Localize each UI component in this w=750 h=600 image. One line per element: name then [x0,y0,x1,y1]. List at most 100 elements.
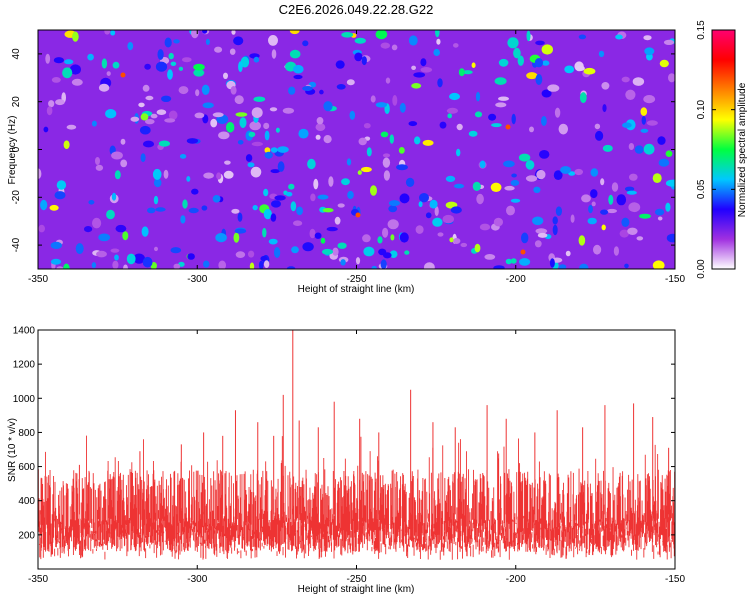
heatmap-cell [194,112,205,119]
heatmap-cell [643,143,655,155]
heatmap-cell [472,181,481,191]
heatmap-cell [380,259,387,269]
y-tick-label: 40 [11,48,22,60]
heatmap-cell [182,57,192,63]
heatmap-cell [240,56,250,68]
heatmap-cell [658,158,670,167]
heatmap-cell [361,56,367,66]
heatmap-cell [539,150,550,159]
heatmap-cell [321,248,334,255]
heatmap-cell [360,166,372,173]
heatmap-cell [665,179,675,187]
heatmap-cell [525,160,535,170]
heatmap-cell [491,123,502,128]
heatmap-cell [453,183,465,189]
heatmap-cell [640,128,649,133]
heatmap-cell [616,194,627,206]
heatmap-cell [285,191,293,197]
heatmap-cell [518,153,531,162]
heatmap-cell [627,227,638,235]
heatmap-cell [535,228,548,234]
heatmap-cell [579,263,589,269]
spectrogram-x-label: Height of straight line (km) [298,284,415,295]
heatmap-cell [382,157,391,168]
heatmap-cell [541,116,547,126]
heatmap-cell [388,205,398,213]
heatmap-cell [293,74,303,80]
heatmap-cell [323,101,333,112]
heatmap-cell [511,113,516,125]
heatmap-cell [253,96,266,102]
heatmap-cell [249,121,261,131]
heatmap-cell [195,89,200,97]
heatmap-cell [307,158,316,170]
heatmap-cell [270,213,277,222]
heatmap-cell [542,60,550,66]
heatmap-cell [375,102,388,108]
heatmap-cell [216,172,222,180]
heatmap-cell [341,32,354,38]
heatmap-cell [173,39,180,44]
heatmap-cell [377,236,383,244]
heatmap-cell [419,193,429,203]
heatmap-cell [615,34,623,40]
heatmap-cell [271,200,281,208]
heatmap-cell [601,82,610,90]
heatmap-cell [95,164,104,171]
heatmap-cell [526,30,531,42]
colorbar-tick-label: 0.05 [696,179,707,199]
heatmap-cell [644,47,655,56]
heatmap-cell [224,160,231,165]
y-tick-label: 600 [18,462,35,473]
heatmap-cell [354,37,366,44]
heatmap-cell [290,201,297,212]
heatmap-cell [621,76,630,83]
heatmap-cell [153,195,159,205]
heatmap-cell [282,107,295,114]
heatmap-cell [253,56,260,63]
heatmap-cell [643,35,652,41]
heatmap-cell [133,253,146,264]
heatmap-cell [506,205,515,216]
heatmap-cell [69,64,81,75]
heatmap-cell [289,49,301,59]
heatmap-cell [202,102,214,109]
heatmap-cell [302,86,313,91]
heatmap-cell [264,151,273,159]
x-tick-label: -200 [506,274,526,285]
heatmap-cell [529,126,534,133]
heatmap-cell [264,130,270,141]
heatmap-cell [452,238,461,244]
heatmap-cell [139,125,151,135]
heatmap-cell [517,55,524,66]
heatmap-cell [230,86,237,95]
heatmap-peak [520,249,526,255]
heatmap-cell [164,118,176,123]
heatmap-cell [289,30,300,35]
heatmap-cell [552,216,558,225]
heatmap-cell [188,207,199,214]
heatmap-cell [91,262,97,269]
heatmap-cell [114,254,119,261]
heatmap-cell [218,131,230,140]
heatmap-cell [229,48,236,55]
heatmap-cell [399,102,406,113]
heatmap-cell [498,58,509,67]
heatmap-cell [274,247,281,258]
heatmap-cell [593,244,602,255]
heatmap-cell [95,157,100,165]
heatmap-cell [652,173,662,184]
heatmap-cell [534,240,542,248]
heatmap-cell [456,148,461,157]
heatmap-cell [554,107,561,118]
heatmap-cell [114,170,121,180]
heatmap-cell [570,214,575,223]
heatmap-cell [366,147,372,157]
heatmap-cell [628,202,641,213]
heatmap-cell [72,31,79,42]
heatmap-cell [655,208,665,216]
heatmap-cell [191,30,199,39]
heatmap-cell [49,204,59,211]
heatmap-cell [388,200,400,207]
x-tick-label: -300 [187,274,207,285]
